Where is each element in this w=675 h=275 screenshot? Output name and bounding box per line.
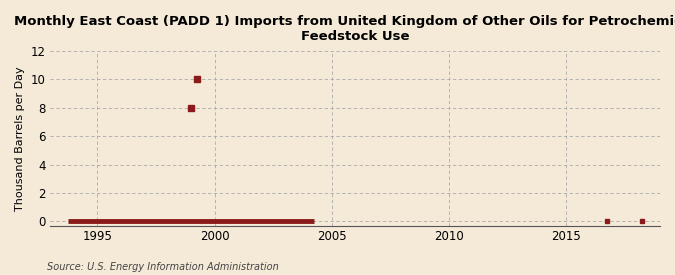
Y-axis label: Thousand Barrels per Day: Thousand Barrels per Day <box>15 66 25 211</box>
Text: Source: U.S. Energy Information Administration: Source: U.S. Energy Information Administ… <box>47 262 279 272</box>
Title: Monthly East Coast (PADD 1) Imports from United Kingdom of Other Oils for Petroc: Monthly East Coast (PADD 1) Imports from… <box>14 15 675 43</box>
